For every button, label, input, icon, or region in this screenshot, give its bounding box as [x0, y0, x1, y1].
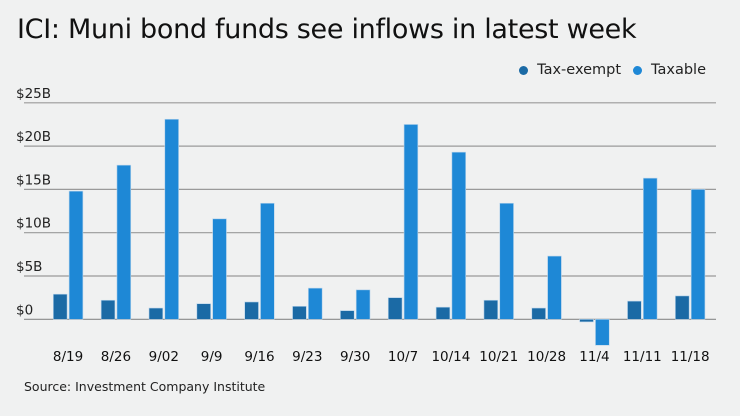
bar-tax-exempt-9-16 — [244, 301, 259, 320]
bar-taxable-9-9 — [212, 218, 227, 320]
y-tick-label: $5B — [16, 259, 42, 275]
bar-tax-exempt-9-23 — [292, 306, 307, 320]
y-tick-label: $10B — [16, 216, 51, 232]
bar-tax-exempt-9-30 — [340, 310, 355, 320]
x-tick-label: 11/18 — [671, 349, 710, 365]
bar-tax-exempt-10-14 — [435, 306, 451, 320]
legend: Tax-exempt Taxable — [519, 62, 706, 78]
x-tick-label: 9/23 — [292, 349, 322, 365]
bars — [52, 118, 706, 346]
bar-tax-exempt-10-7 — [387, 297, 403, 320]
x-axis-labels: 8/19 8/26 9/02 9/9 9/16 9/23 9/30 10/7 10/14 10/2… — [53, 349, 710, 365]
bar-tax-exempt-8-19 — [52, 293, 68, 320]
x-tick-label: 9/9 — [201, 349, 223, 365]
bar-taxable-9-23 — [308, 287, 323, 320]
bar-taxable-9-30 — [355, 289, 371, 320]
y-tick-label: $20B — [16, 129, 51, 145]
legend-dot-taxable-icon — [633, 65, 643, 75]
bar-tax-exempt-10-21 — [483, 299, 499, 320]
bar-tax-exempt-8-26 — [100, 299, 116, 320]
x-tick-label: 10/14 — [431, 349, 470, 365]
x-tick-label: 10/21 — [479, 349, 518, 365]
bar-taxable-10-14 — [451, 151, 466, 320]
legend-label-taxable: Taxable — [651, 62, 706, 78]
x-tick-label: 11/4 — [579, 349, 609, 365]
bar-taxable-11-11 — [642, 177, 658, 320]
bar-taxable-8-26 — [116, 164, 132, 320]
legend-item-taxable: Taxable — [633, 62, 706, 78]
legend-dot-tax-exempt-icon — [519, 65, 529, 75]
legend-label-tax-exempt: Tax-exempt — [537, 62, 622, 78]
y-tick-label: $25B — [16, 86, 51, 102]
x-tick-label: 10/7 — [388, 349, 418, 365]
bar-taxable-9-02 — [164, 118, 179, 320]
x-tick-label: 8/26 — [101, 349, 131, 365]
bar-tax-exempt-11-11 — [627, 300, 642, 320]
y-axis-labels: $0 $5B $10B $15B $20B $25B — [16, 86, 51, 318]
bar-taxable-11-4 — [595, 318, 610, 346]
y-tick-label: $0 — [16, 302, 33, 318]
bar-taxable-10-21 — [499, 202, 514, 320]
bar-tax-exempt-10-28 — [531, 307, 546, 320]
bar-taxable-11-18 — [690, 189, 706, 320]
x-tick-label: 11/11 — [623, 349, 662, 365]
y-tick-label: $15B — [16, 172, 51, 188]
gridlines — [24, 102, 716, 320]
bar-taxable-9-16 — [260, 202, 275, 320]
chart-title: ICI: Muni bond funds see inflows in late… — [17, 14, 637, 45]
legend-item-tax-exempt: Tax-exempt — [519, 62, 621, 78]
bar-taxable-10-28 — [547, 255, 562, 320]
source-note: Source: Investment Company Institute — [24, 379, 266, 394]
x-tick-label: 8/19 — [53, 349, 83, 365]
bar-tax-exempt-11-4 — [579, 318, 594, 323]
bar-taxable-10-7 — [403, 124, 419, 320]
bar-tax-exempt-9-02 — [148, 307, 164, 320]
bar-taxable-8-19 — [68, 190, 84, 320]
x-tick-label: 9/02 — [149, 349, 179, 365]
x-tick-label: 10/28 — [527, 349, 566, 365]
bar-tax-exempt-11-18 — [675, 295, 690, 320]
x-tick-label: 9/16 — [244, 349, 274, 365]
bar-tax-exempt-9-9 — [196, 303, 211, 320]
x-tick-label: 9/30 — [340, 349, 370, 365]
